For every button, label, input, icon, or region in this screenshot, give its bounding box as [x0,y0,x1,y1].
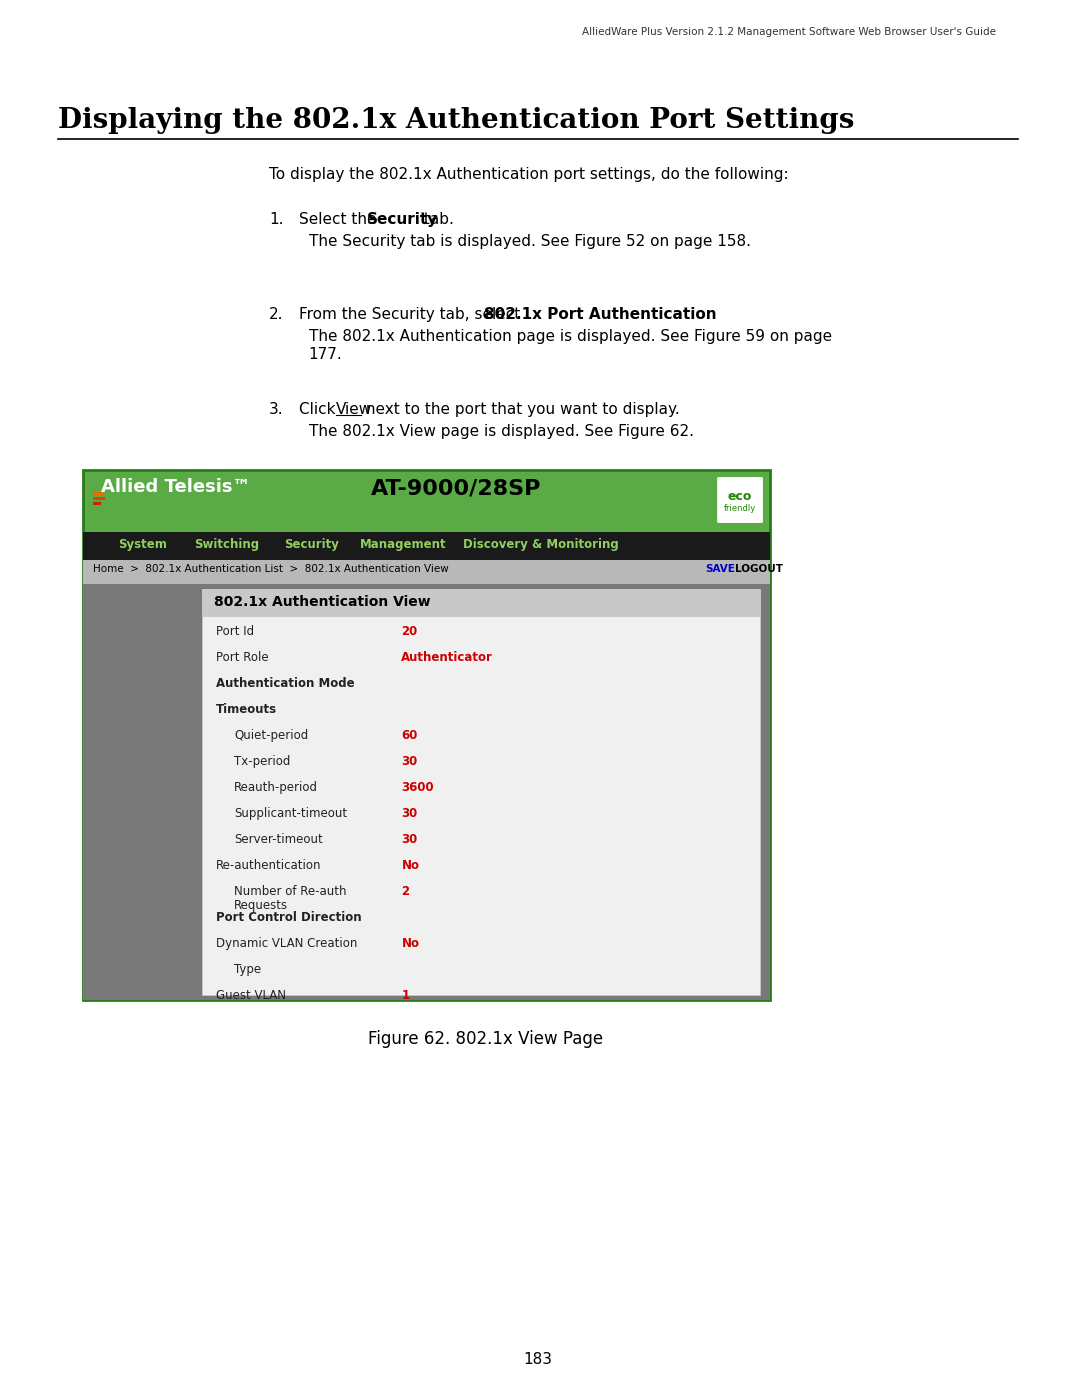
Text: .: . [652,307,658,321]
Text: The 802.1x View page is displayed. See Figure 62.: The 802.1x View page is displayed. See F… [309,425,693,439]
Text: Figure 62. 802.1x View Page: Figure 62. 802.1x View Page [368,1030,604,1048]
Text: Reauth-period: Reauth-period [234,781,318,793]
Text: Type: Type [234,963,261,977]
Text: Switching: Switching [194,538,259,550]
Bar [83,584,770,1000]
Bar [93,502,100,504]
Text: 3.: 3. [269,402,284,416]
Text: Server-timeout: Server-timeout [234,833,323,847]
Text: Re-authentication: Re-authentication [216,859,322,872]
Text: No: No [402,937,419,950]
Text: Displaying the 802.1x Authentication Port Settings: Displaying the 802.1x Authentication Por… [57,108,854,134]
Text: System: System [118,538,167,550]
Text: Supplicant-timeout: Supplicant-timeout [234,807,347,820]
Text: Dynamic VLAN Creation: Dynamic VLAN Creation [216,937,357,950]
Text: View: View [336,402,373,416]
Text: friendly: friendly [724,504,756,513]
Text: 20: 20 [402,624,418,638]
Text: LOGOUT: LOGOUT [735,564,783,574]
Text: Home  >  802.1x Authentication List  >  802.1x Authentication View: Home > 802.1x Authentication List > 802.… [93,564,448,574]
Text: No: No [402,859,419,872]
Text: 30: 30 [402,833,418,847]
Text: Security: Security [367,212,438,226]
Text: next to the port that you want to display.: next to the port that you want to displa… [361,402,679,416]
Bar [202,590,760,617]
Text: Authenticator: Authenticator [402,651,494,664]
Bar [202,590,760,995]
Text: AlliedWare Plus Version 2.1.2 Management Software Web Browser User's Guide: AlliedWare Plus Version 2.1.2 Management… [582,27,996,36]
Text: Tx-period: Tx-period [234,754,291,768]
Text: Guest VLAN: Guest VLAN [216,989,286,1002]
Text: Port Id: Port Id [216,624,254,638]
Bar [83,532,770,560]
Bar [93,492,103,495]
Text: The Security tab is displayed. See Figure 52 on page 158.: The Security tab is displayed. See Figur… [309,235,751,249]
Bar [93,497,105,500]
Text: 802.1x Authentication View: 802.1x Authentication View [214,595,431,609]
Text: 30: 30 [402,754,418,768]
Text: Quiet-period: Quiet-period [234,729,308,742]
Text: 1: 1 [402,989,409,1002]
Text: Number of Re-auth: Number of Re-auth [234,886,347,898]
Text: eco: eco [728,490,752,503]
Text: 1.: 1. [269,212,283,226]
Text: 60: 60 [402,729,418,742]
Text: 3600: 3600 [402,781,434,793]
Text: Allied Telesis™: Allied Telesis™ [100,478,251,496]
Text: Requests: Requests [234,900,288,912]
Text: 183: 183 [524,1352,552,1368]
Text: From the Security tab, select: From the Security tab, select [299,307,525,321]
Text: Security: Security [284,538,339,550]
Text: 30: 30 [402,807,418,820]
Text: SAVE: SAVE [705,564,735,574]
Text: Click: Click [299,402,340,416]
Text: tab.: tab. [419,212,454,226]
Text: 2.: 2. [269,307,283,321]
Text: AT-9000/28SP: AT-9000/28SP [370,478,541,497]
Text: 177.: 177. [309,346,342,362]
FancyBboxPatch shape [716,476,764,524]
Text: Select the: Select the [299,212,381,226]
Text: 802.1x Port Authentication: 802.1x Port Authentication [484,307,717,321]
Text: Discovery & Monitoring: Discovery & Monitoring [463,538,619,550]
Text: Timeouts: Timeouts [216,703,278,717]
Text: Authentication Mode: Authentication Mode [216,678,354,690]
Text: Port Role: Port Role [216,651,269,664]
Text: Port Control Direction: Port Control Direction [216,911,362,923]
Text: 2: 2 [402,886,409,898]
Text: To display the 802.1x Authentication port settings, do the following:: To display the 802.1x Authentication por… [269,168,788,182]
FancyBboxPatch shape [83,469,770,1000]
Text: Management: Management [360,538,447,550]
Text: The 802.1x Authentication page is displayed. See Figure 59 on page: The 802.1x Authentication page is displa… [309,330,832,344]
Bar [83,560,770,584]
